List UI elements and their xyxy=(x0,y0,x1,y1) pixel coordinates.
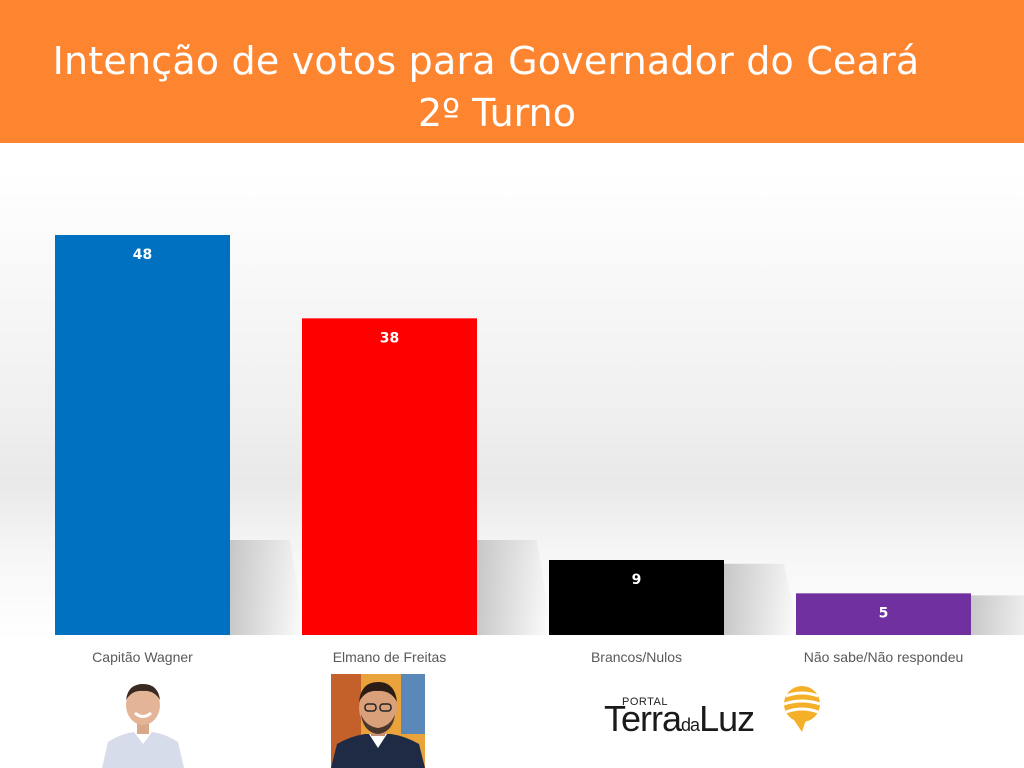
bar-shadow xyxy=(230,540,305,635)
candidate-photo-icon xyxy=(331,674,425,768)
data-label-1: 38 xyxy=(380,330,399,346)
bar-chart: 48 38 9 5 Capitão Wagner Elmano de Freitas Br… xyxy=(55,235,1024,665)
candidate-photo-icon xyxy=(98,680,188,768)
bar-1 xyxy=(302,318,477,635)
portal-terra-da-luz-logo: PORTAL TerradaLuz xyxy=(600,682,830,742)
category-label-0: Capitão Wagner xyxy=(92,649,193,665)
data-label-2: 9 xyxy=(632,572,642,588)
category-label-2: Brancos/Nulos xyxy=(591,649,682,665)
candidate-photo-wagner xyxy=(98,680,188,768)
logo-name-part2: da xyxy=(681,715,700,735)
chart-header: Intenção de votos para Governador do Cea… xyxy=(0,0,1024,143)
data-label-0: 48 xyxy=(133,247,152,263)
logo-name-text: TerradaLuz xyxy=(604,698,755,740)
category-label-3: Não sabe/Não respondeu xyxy=(804,649,964,665)
bar-2 xyxy=(549,560,724,635)
logo-name-part3: Luz xyxy=(699,698,755,739)
bar-shadow xyxy=(971,595,1024,635)
chart-subtitle: 2º Turno xyxy=(418,91,576,135)
bar-0 xyxy=(55,235,230,635)
bar-shadow xyxy=(477,540,552,635)
logo-name-part1: Terra xyxy=(604,698,682,739)
candidate-photo-elmano xyxy=(331,674,425,768)
data-label-3: 5 xyxy=(879,605,889,621)
bar-3 xyxy=(796,593,971,635)
category-label-1: Elmano de Freitas xyxy=(333,649,447,665)
logo-portal-text: PORTAL xyxy=(622,696,668,708)
lightbulb-globe-icon xyxy=(783,686,821,732)
bar-shadow xyxy=(724,563,799,635)
chart-title: Intenção de votos para Governador do Cea… xyxy=(52,39,920,83)
